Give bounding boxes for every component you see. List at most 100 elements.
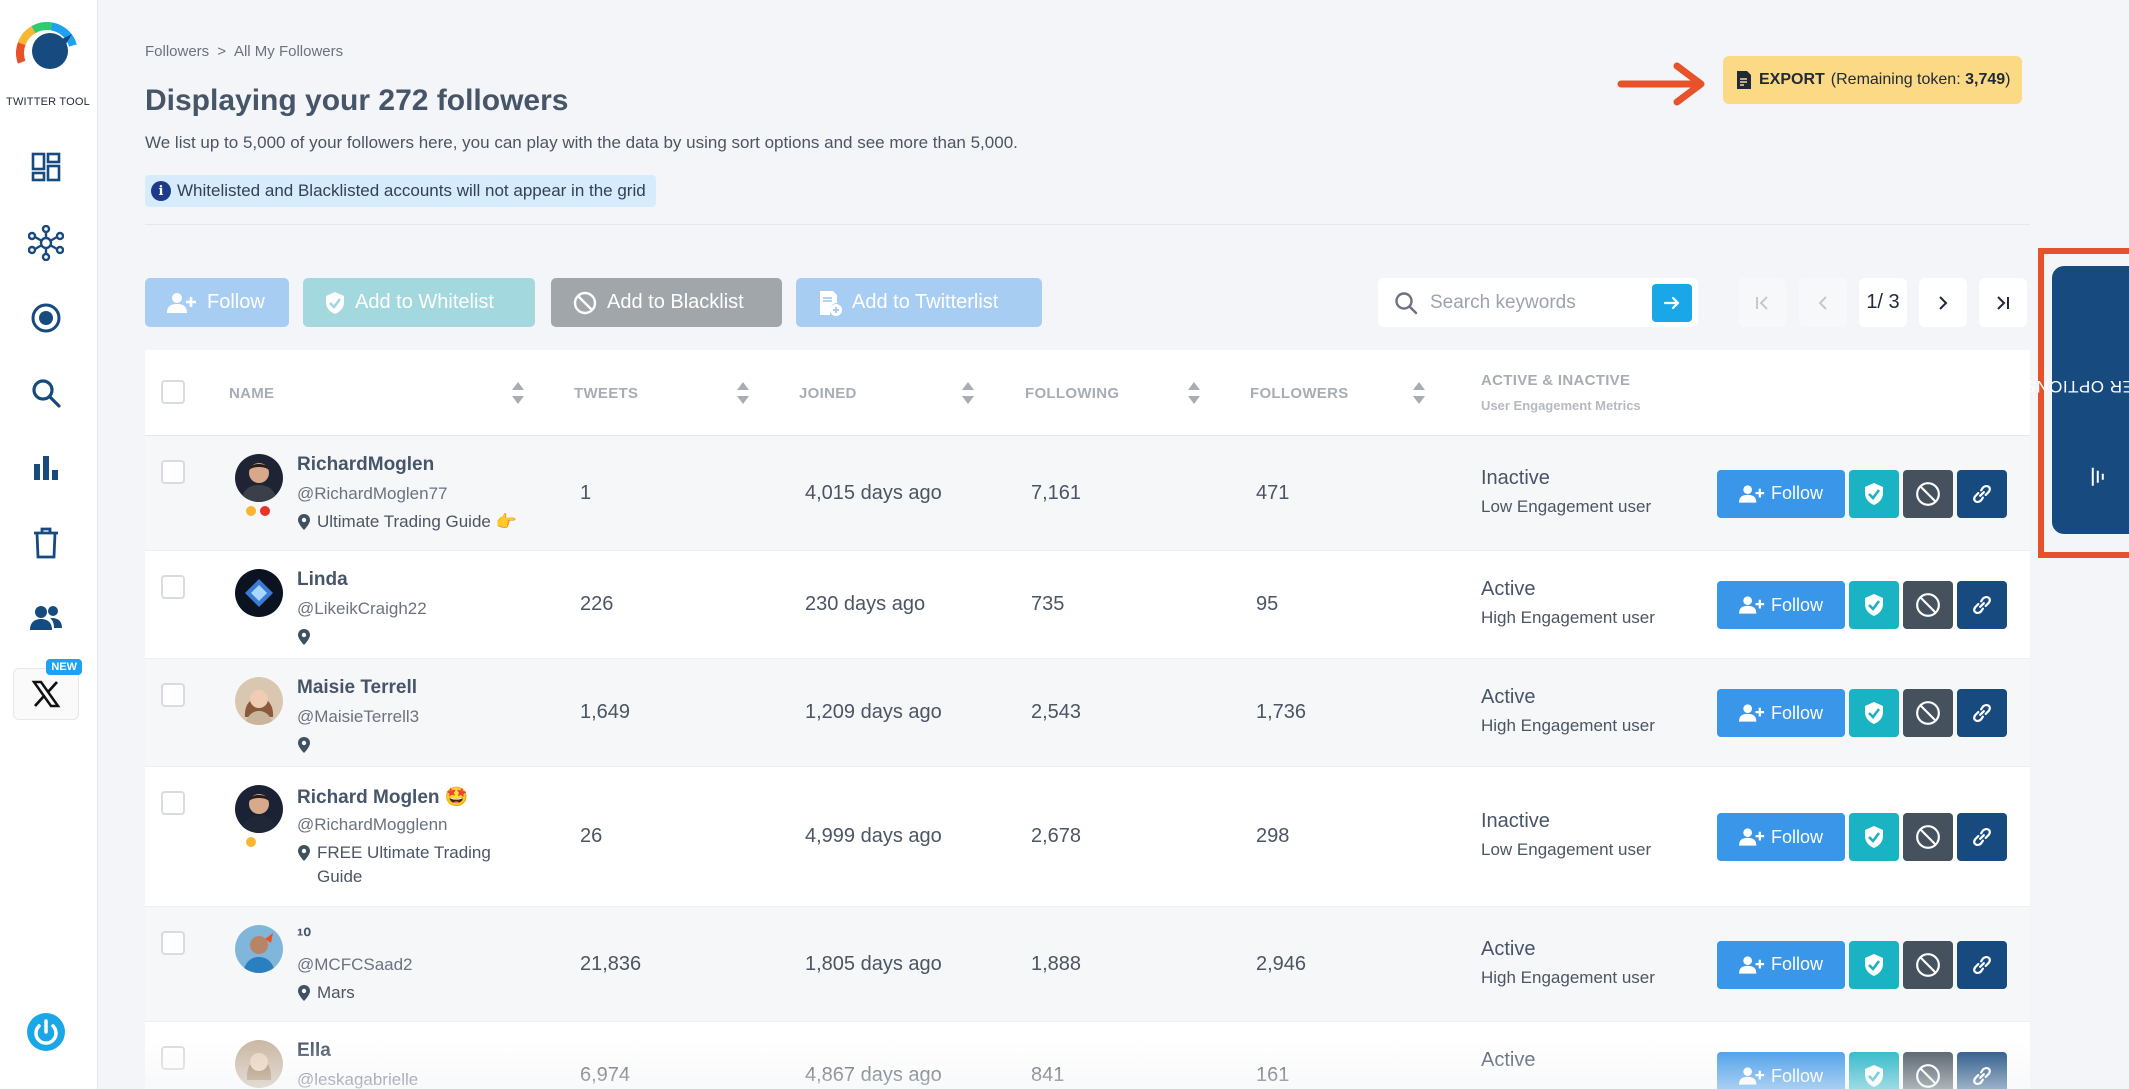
avatar[interactable] <box>235 1040 283 1088</box>
blacklist-button[interactable] <box>1903 581 1953 629</box>
blacklist-button[interactable] <box>1903 813 1953 861</box>
user-name[interactable]: Richard Moglen 🤩 <box>297 787 469 808</box>
user-name[interactable]: Ella <box>297 1040 331 1061</box>
x-logo-icon <box>31 680 61 708</box>
add-to-whitelist-button[interactable]: Add to Whitelist <box>303 278 535 327</box>
breadcrumb-all-followers[interactable]: All My Followers <box>233 43 344 60</box>
profile-link-button[interactable] <box>1957 689 2007 737</box>
blacklist-button[interactable] <box>1903 1052 1953 1089</box>
chevron-right-icon <box>1939 295 1948 310</box>
user-location <box>297 733 317 753</box>
user-name[interactable]: ¹⁰ <box>297 926 311 947</box>
search-input[interactable] <box>1430 291 1650 314</box>
search-icon[interactable] <box>27 374 65 412</box>
avatar[interactable] <box>235 569 283 617</box>
select-all-checkbox[interactable] <box>161 380 185 404</box>
table-header: NAME TWEETS JOINED FOLLOWING FOLLOWERS A… <box>145 350 2030 436</box>
first-page-button[interactable] <box>1738 278 1786 327</box>
logo-icon[interactable] <box>16 22 78 84</box>
row-checkbox[interactable] <box>161 460 185 484</box>
user-name[interactable]: Maisie Terrell <box>297 677 418 698</box>
filter-options-label: FILTER OPTIONS <box>2024 313 2129 487</box>
follow-button[interactable]: Follow <box>1717 581 1845 629</box>
avatar[interactable] <box>235 925 283 973</box>
follow-button[interactable]: Follow <box>1717 1052 1845 1089</box>
user-name[interactable]: Linda <box>297 569 348 590</box>
search-submit-button[interactable] <box>1652 284 1692 322</box>
row-checkbox[interactable] <box>161 1046 185 1070</box>
sort-icon[interactable] <box>1187 380 1201 406</box>
profile-link-button[interactable] <box>1957 581 2007 629</box>
add-to-blacklist-button[interactable]: Add to Blacklist <box>551 278 782 327</box>
follow-button[interactable]: Follow <box>1717 940 1845 989</box>
whitelist-button[interactable] <box>1849 689 1899 737</box>
follow-button[interactable]: Follow <box>1717 689 1845 737</box>
block-icon <box>1916 952 1940 977</box>
add-to-twitterlist-button[interactable]: Add to Twitterlist <box>796 278 1042 327</box>
new-badge: NEW <box>46 659 82 675</box>
avatar[interactable] <box>235 677 283 725</box>
x-tool-button[interactable]: NEW <box>13 659 82 720</box>
whitelist-button[interactable] <box>1849 581 1899 629</box>
header-name[interactable]: NAME <box>229 385 275 402</box>
header-activity-sub: User Engagement Metrics <box>1481 398 1641 413</box>
following-count: 2,678 <box>1031 825 1082 847</box>
avatar[interactable] <box>235 785 283 833</box>
dashboard-icon[interactable] <box>27 148 65 186</box>
trash-icon[interactable] <box>27 524 65 562</box>
filter-options-tab[interactable] <box>2052 266 2129 534</box>
sort-icon[interactable] <box>1412 380 1426 406</box>
blacklist-button[interactable] <box>1903 940 1953 989</box>
engagement-level: High Engagement user <box>1481 608 1655 627</box>
bar-chart-icon[interactable] <box>27 449 65 487</box>
profile-link-button[interactable] <box>1957 940 2007 989</box>
user-location: Mars <box>297 981 355 1005</box>
location-pin-icon <box>298 985 310 1001</box>
whitelist-button[interactable] <box>1849 940 1899 989</box>
whitelist-button[interactable] <box>1849 813 1899 861</box>
prev-page-button[interactable] <box>1799 278 1847 327</box>
row-checkbox[interactable] <box>161 575 185 599</box>
add-user-icon <box>1738 596 1765 614</box>
whitelist-button[interactable] <box>1849 469 1899 518</box>
joined-days: 4,015 days ago <box>805 481 942 504</box>
sort-icon[interactable] <box>736 380 750 406</box>
header-joined[interactable]: JOINED <box>799 385 857 402</box>
follow-button[interactable]: Follow <box>1717 469 1845 518</box>
target-icon[interactable] <box>27 299 65 337</box>
user-location <box>297 625 317 645</box>
blacklist-button[interactable] <box>1903 689 1953 737</box>
row-checkbox[interactable] <box>161 683 185 707</box>
network-icon[interactable] <box>27 224 65 262</box>
profile-link-button[interactable] <box>1957 1052 2007 1089</box>
profile-link-button[interactable] <box>1957 813 2007 861</box>
users-icon[interactable] <box>27 599 65 637</box>
breadcrumb-followers[interactable]: Followers <box>145 43 210 60</box>
profile-link-button[interactable] <box>1957 469 2007 518</box>
row-checkbox[interactable] <box>161 931 185 955</box>
shield-check-icon <box>326 291 344 314</box>
sort-icon[interactable] <box>961 380 975 406</box>
header-followers[interactable]: FOLLOWERS <box>1250 385 1349 402</box>
block-icon <box>1916 481 1940 506</box>
table-row: RichardMoglen @RichardMoglen77 Ultimate Tr… <box>145 436 2030 551</box>
last-page-button[interactable] <box>1979 278 2027 327</box>
power-icon[interactable] <box>26 1012 66 1052</box>
whitelist-button[interactable] <box>1849 1052 1899 1089</box>
avatar[interactable] <box>235 454 283 502</box>
blacklist-button[interactable] <box>1903 469 1953 518</box>
add-user-icon <box>167 292 196 313</box>
next-page-button[interactable] <box>1919 278 1967 327</box>
link-icon <box>1973 955 1991 974</box>
header-following[interactable]: FOLLOWING <box>1025 385 1120 402</box>
breadcrumb-separator: > <box>217 43 226 60</box>
followers-table: NAME TWEETS JOINED FOLLOWING FOLLOWERS A… <box>145 350 2030 1089</box>
status-dot <box>246 837 256 847</box>
follow-button[interactable]: Follow <box>1717 813 1845 861</box>
header-tweets[interactable]: TWEETS <box>574 385 639 402</box>
bulk-follow-button[interactable]: Follow <box>145 278 289 327</box>
user-name[interactable]: RichardMoglen <box>297 454 435 475</box>
sort-icon[interactable] <box>511 380 525 406</box>
row-checkbox[interactable] <box>161 791 185 815</box>
export-button[interactable]: EXPORT (Remaining token: 3,749) <box>1723 56 2023 104</box>
